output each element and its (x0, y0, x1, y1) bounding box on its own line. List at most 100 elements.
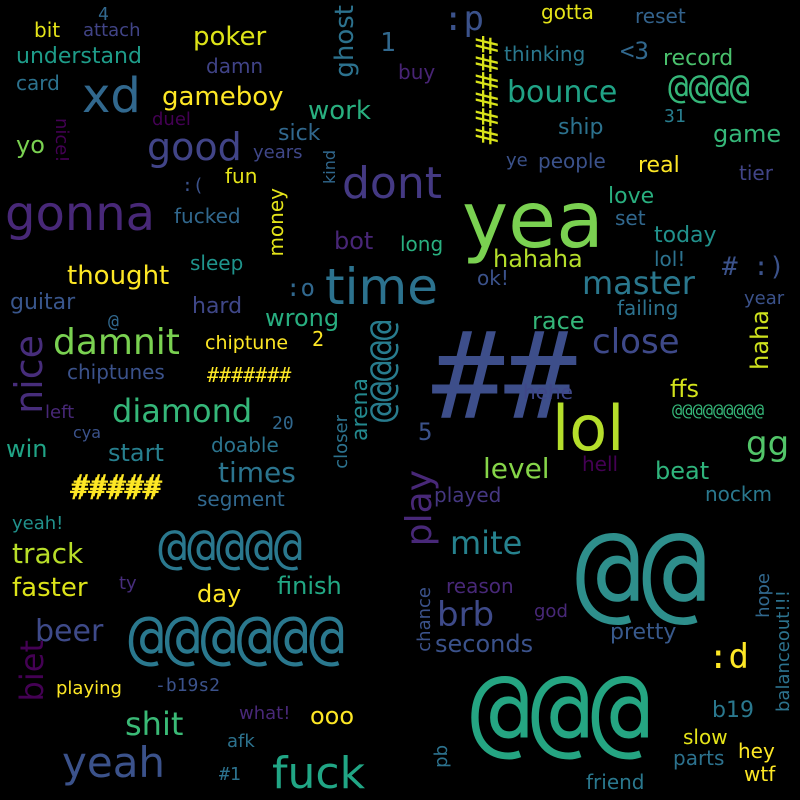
word-symbol-108: @ (108, 313, 119, 331)
word-lol: lol (552, 398, 624, 460)
word-hell: hell (582, 454, 618, 474)
word-ship: ship (558, 117, 603, 139)
word-ye: ye (506, 152, 528, 170)
word-symbol-25: @@@@ (668, 70, 750, 104)
word-track: track (12, 540, 83, 568)
word-4: 4 (98, 6, 109, 24)
word-symbol-36: ##### (70, 475, 160, 505)
word-p: :p (443, 2, 484, 36)
word-play: play (402, 470, 438, 546)
word-thinking: thinking (504, 44, 585, 64)
word-ooo: ooo (310, 704, 354, 728)
word-start: start (108, 441, 164, 465)
word-biet: biet (16, 640, 48, 701)
word-set: set (615, 208, 646, 228)
word-day: day (197, 582, 241, 606)
word-hard: hard (192, 296, 242, 318)
word-symbol-112: @@@@@@@@@ (672, 403, 764, 420)
word-beat: beat (655, 459, 709, 483)
word-5: 5 (418, 420, 432, 444)
word-chiptunes: chiptunes (67, 362, 165, 382)
word-level: level (483, 455, 550, 483)
word-xd: xd (82, 72, 141, 120)
word-fucked: fucked (174, 206, 241, 226)
word-slow: slow (683, 727, 728, 747)
word-race: race (532, 309, 585, 333)
word-master: master (582, 267, 695, 299)
word-symbol-10: @@@@@ (158, 523, 303, 571)
word-duel: duel (152, 111, 191, 129)
word-hehe: hehe (523, 382, 573, 402)
word-b19: b19 (712, 700, 754, 722)
word-left: left (45, 404, 74, 422)
word-closer: closer (333, 415, 351, 469)
word-fuck: fuck (272, 752, 365, 796)
word-yeah: yeah (62, 742, 165, 784)
word-symbol-6: @@@@@@ (128, 607, 345, 667)
word-buy: buy (398, 62, 435, 82)
word-poker: poker (193, 24, 266, 50)
word-diamond: diamond (112, 395, 252, 427)
word-close: close (592, 325, 680, 359)
word-nice: nice! (52, 118, 70, 163)
word-long: long (400, 234, 443, 254)
word-real: real (638, 155, 680, 177)
word-symbol-111: ####### (207, 365, 291, 385)
word-times: times (218, 459, 296, 487)
word-arena: arena (350, 378, 372, 441)
word-ok: ok! (477, 268, 509, 288)
word-lol: lol! (654, 249, 685, 269)
word-damn: damn (206, 56, 263, 76)
word-2: 2 (312, 329, 324, 349)
word-money: money (266, 188, 286, 257)
word-failing: failing (617, 298, 678, 318)
word-guitar: guitar (10, 292, 75, 314)
word-thought: thought (67, 263, 169, 289)
word-god: god (534, 603, 568, 621)
word-played: played (434, 485, 501, 505)
word-people: people (538, 151, 606, 171)
word-gg: gg (746, 427, 789, 461)
word-20: 20 (272, 415, 294, 433)
word-what: what! (239, 705, 290, 723)
word-fun: fun (225, 166, 257, 186)
word-shit: shit (125, 708, 183, 740)
word-wrong: wrong (265, 306, 339, 330)
word-sleep: sleep (190, 253, 243, 273)
word-chiptune: chiptune (205, 334, 288, 353)
word-b19s2: -b19s2 (155, 677, 220, 695)
word-finish: finish (277, 574, 342, 598)
word-wtf: wtf (744, 764, 775, 784)
word-mite: mite (450, 527, 522, 559)
word-brb: brb (437, 598, 494, 632)
word-attach: attach (83, 22, 140, 40)
word-bot: bot (334, 229, 373, 253)
word-symbol-2: @@@ (470, 660, 651, 760)
word-symbol-103: # :) (722, 254, 785, 280)
word-bounce: bounce (507, 78, 617, 108)
word-today: today (654, 225, 717, 247)
word-pb: pb (433, 745, 451, 768)
word-years: years (253, 144, 303, 162)
word-chance: chance (416, 587, 434, 652)
word-ghost: ghost (332, 5, 358, 78)
word-d: :d (708, 640, 749, 674)
word-doable: doable (211, 435, 279, 455)
word-o: :o (286, 276, 315, 300)
word-ffs: ffs (670, 377, 699, 401)
word-symbol-18: ###### (470, 36, 500, 144)
word-hope: hope (755, 573, 773, 618)
word-cya: cya (73, 425, 101, 441)
word-haha: haha (748, 310, 772, 370)
word-time: time (325, 262, 438, 312)
word-seconds: seconds (435, 632, 533, 656)
word-3: <3 (620, 39, 649, 63)
word-game: game (713, 122, 781, 146)
word-gonna: gonna (5, 190, 155, 238)
word-year: year (744, 290, 784, 308)
word-nice: nice (10, 335, 48, 414)
word-pretty: pretty (610, 622, 676, 644)
word-31: 31 (664, 108, 686, 126)
word-ty: ty (119, 575, 137, 593)
